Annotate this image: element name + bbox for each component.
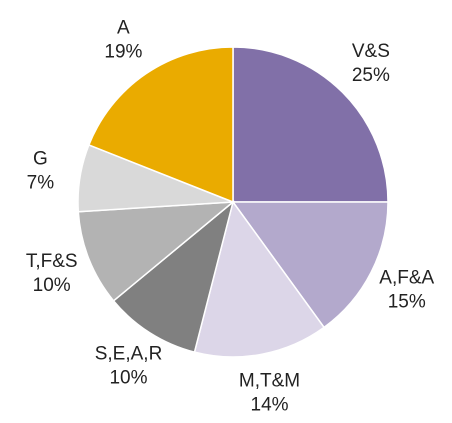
slice-label: A,F&A — [379, 268, 434, 289]
slice-value: 7% — [27, 173, 55, 194]
slice-value: 25% — [352, 65, 390, 86]
pie-slice — [112, 199, 235, 354]
slice-label: V&S — [352, 41, 390, 62]
pie-slice — [87, 46, 234, 204]
pie-slice — [77, 201, 236, 302]
slice-value: 14% — [251, 395, 289, 416]
pie-slice — [231, 201, 389, 329]
slice-label: G — [33, 149, 48, 170]
slice-value: 10% — [109, 368, 147, 389]
slice-value: 15% — [388, 292, 426, 313]
slice-label: M,T&M — [239, 371, 300, 392]
pie-slice — [232, 46, 389, 203]
pie-slice — [193, 200, 326, 358]
slice-label: T,F&S — [26, 251, 78, 272]
slice-label: A — [117, 18, 130, 39]
slice-label: S,E,A,R — [95, 344, 163, 365]
slice-value: 10% — [33, 275, 71, 296]
slice-value: 19% — [104, 42, 142, 63]
